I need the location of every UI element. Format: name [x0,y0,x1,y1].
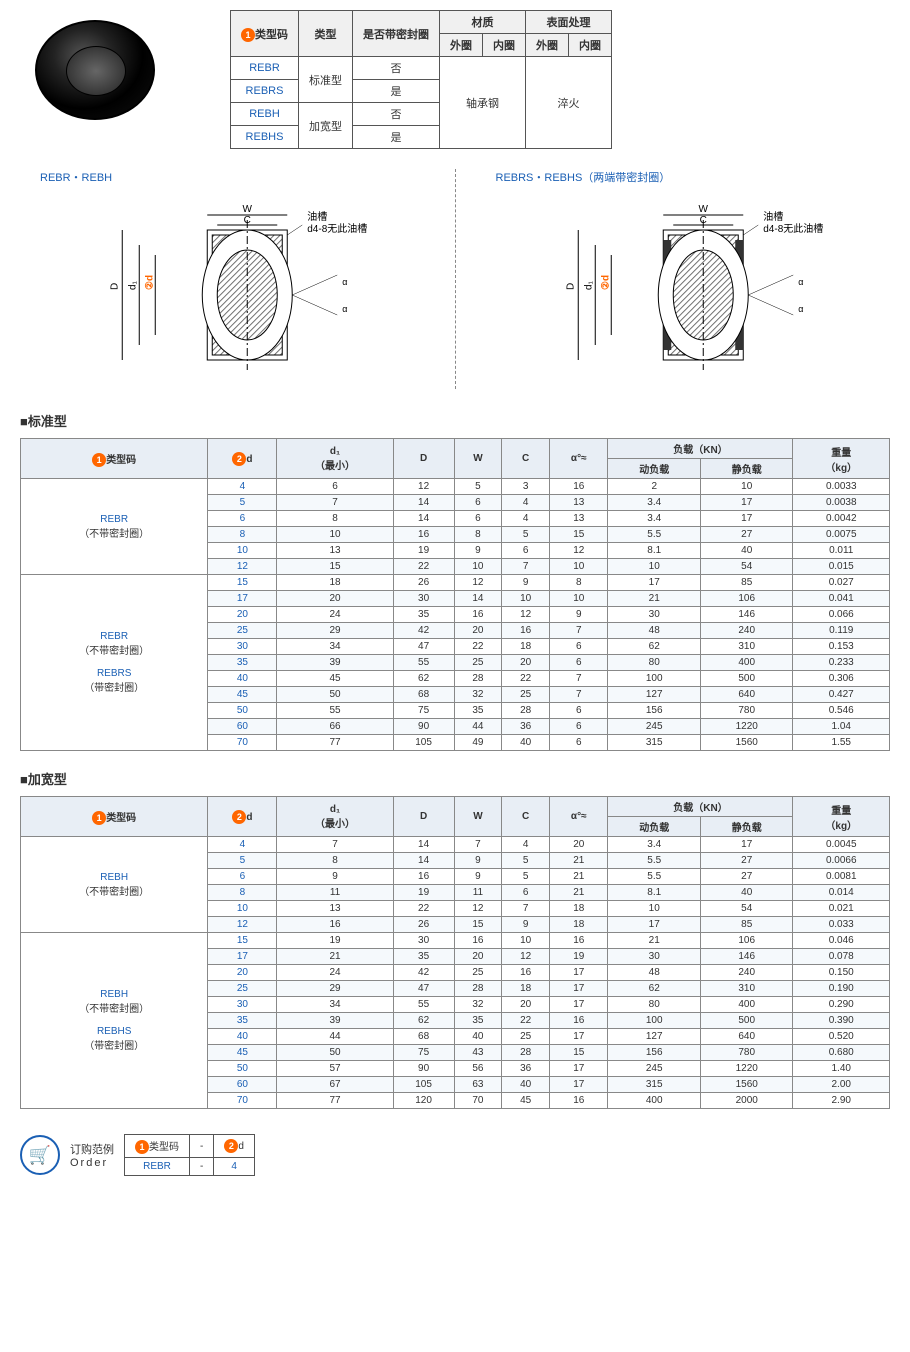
diagram-divider [455,169,456,389]
diagram-right: REBRS・REBHS（两端带密封圈） W C αα D d₁ ②d 油槽 d4… [476,169,891,393]
diagram-left: REBR・REBH W C αα D d₁ ②d 油槽 d4-8无此油槽 [20,169,435,393]
svg-text:C: C [244,215,251,226]
order-label: 订购范例 Order [70,1141,114,1169]
svg-text:油槽: 油槽 [307,210,327,223]
svg-text:油槽: 油槽 [763,210,783,223]
type-classification-table: 1类型码 类型 是否带密封圈 材质 表面处理 外圈内圈 外圈内圈 REBR标准型… [230,10,612,149]
order-table: 1类型码 - 2d REBR - 4 [124,1134,255,1176]
svg-text:W: W [698,204,708,215]
section-standard-title: ■标准型 [0,403,910,438]
svg-text:α: α [798,304,803,314]
section-wide-title: ■加宽型 [0,761,910,796]
svg-text:α: α [342,304,347,314]
badge-1: 1 [241,28,255,42]
order-example: 🛒 订购范例 Order 1类型码 - 2d REBR - 4 [0,1119,910,1191]
svg-text:α: α [342,277,347,287]
svg-text:d4-8无此油槽: d4-8无此油槽 [307,222,367,235]
standard-data-table: 1类型码2dd₁（最小）DWCα°≈负载（KN）重量（kg）动负载静负载REBR… [20,438,890,751]
svg-text:②d: ②d [600,275,611,290]
svg-text:C: C [699,215,706,226]
cart-icon: 🛒 [20,1135,60,1175]
svg-text:D: D [109,283,120,290]
svg-text:d₁: d₁ [583,280,594,290]
svg-text:W: W [243,204,253,215]
svg-text:D: D [565,283,576,290]
svg-text:d4-8无此油槽: d4-8无此油槽 [763,222,823,235]
wide-data-table: 1类型码2dd₁（最小）DWCα°≈负载（KN）重量（kg）动负载静负载REBH… [20,796,890,1109]
product-photo [20,10,170,130]
svg-text:α: α [798,277,803,287]
svg-text:②d: ②d [144,275,155,290]
svg-text:d₁: d₁ [127,280,138,290]
